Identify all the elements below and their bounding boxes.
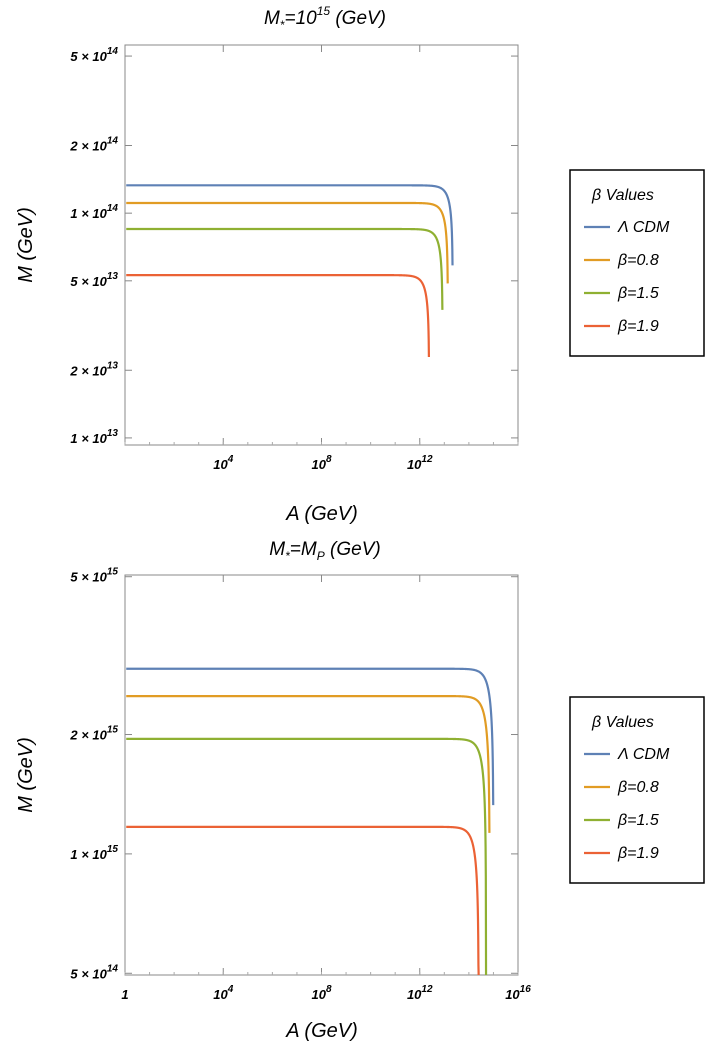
chart-top-y-tick-label: 1 × 1013 — [70, 428, 118, 446]
chart-top-y-tick-label: 2 × 1013 — [69, 360, 118, 378]
chart-top-y-tick-label: 5 × 1014 — [70, 46, 118, 64]
chart-bottom-legend: β Values Λ CDM β=0.8 β=1.5 β=1.9 — [569, 696, 705, 884]
chart-top-x-ticks: 104 108 1012 — [124, 45, 519, 472]
chart-top-series-line-1 — [126, 201, 449, 284]
chart-top-x-tick-label: 108 — [311, 454, 331, 472]
chart-top-series-line-0 — [126, 184, 454, 266]
chart-bottom-legend-entry-0: Λ CDM — [617, 746, 670, 763]
chart-bottom-plot-frame — [124, 574, 519, 976]
chart-bottom-x-tick-label: 108 — [311, 984, 331, 1002]
chart-bottom-y-axis-label: M (GeV) — [15, 737, 37, 813]
chart-bottom-x-axis-label: A (GeV) — [285, 1020, 358, 1042]
chart-bottom-legend-entry-1: β=0.8 — [617, 779, 659, 796]
chart-bottom-y-tick-label: 1 × 1015 — [70, 844, 118, 862]
chart-top-legend-entry-0: Λ CDM — [617, 219, 670, 236]
chart-top-legend-entry-3: β=1.9 — [617, 318, 659, 335]
chart-top-legend-entry-2: β=1.5 — [617, 285, 659, 302]
chart-top-plot-frame — [124, 44, 519, 446]
chart-bottom-x-ticks: 1 104 108 1012 1016 — [121, 575, 531, 1002]
chart-top-series-line-3 — [126, 274, 430, 358]
chart-bottom-x-tick-label: 1012 — [407, 984, 433, 1002]
chart-top-series-line-2 — [126, 227, 444, 310]
chart-bottom-y-tick-label: 2 × 1015 — [69, 725, 118, 743]
chart-bottom-series-line-2 — [126, 737, 488, 976]
chart-bottom-x-tick-label: 1016 — [505, 984, 531, 1002]
chart-bottom-legend-title: β Values — [591, 714, 654, 731]
chart-top-legend-entry-1: β=0.8 — [617, 252, 659, 269]
chart-bottom: M*=MP (GeV) 1 104 108 1012 1016 5 × 1014 1 × … — [15, 539, 705, 1042]
chart-bottom-legend-entry-2: β=1.5 — [617, 812, 659, 829]
chart-top-x-tick-label: 104 — [213, 454, 233, 472]
chart-bottom-series-line-1 — [126, 694, 491, 833]
chart-bottom-series-line-3 — [126, 825, 480, 976]
chart-top-x-axis-label: A (GeV) — [285, 503, 358, 525]
chart-bottom-y-ticks: 5 × 1014 1 × 1015 2 × 1015 5 × 1015 — [69, 567, 518, 981]
chart-top-legend-title: β Values — [591, 187, 654, 204]
chart-top: M*=1015 (GeV) 104 108 1012 1 × 1013 2 × 101… — [15, 4, 705, 525]
chart-top-y-tick-label: 2 × 1014 — [69, 136, 118, 154]
chart-bottom-legend-entry-3: β=1.9 — [617, 845, 659, 862]
chart-top-x-tick-label: 1012 — [407, 454, 433, 472]
chart-bottom-y-tick-label: 5 × 1014 — [70, 963, 118, 981]
chart-top-y-axis-label: M (GeV) — [15, 207, 37, 283]
chart-top-series — [126, 184, 454, 358]
chart-bottom-title: M*=MP (GeV) — [269, 539, 380, 563]
chart-bottom-x-tick-label: 1 — [121, 987, 128, 1002]
chart-bottom-x-tick-label: 104 — [213, 984, 233, 1002]
chart-top-y-tick-label: 5 × 1013 — [70, 271, 118, 289]
chart-top-legend: β Values Λ CDM β=0.8 β=1.5 β=1.9 — [569, 169, 705, 357]
chart-bottom-series-line-0 — [126, 667, 495, 806]
chart-top-y-ticks: 1 × 1013 2 × 1013 5 × 1013 1 × 1014 2 × 1014… — [69, 46, 518, 446]
chart-bottom-y-tick-label: 5 × 1015 — [70, 567, 118, 585]
chart-top-y-tick-label: 1 × 1014 — [70, 203, 118, 221]
chart-bottom-series — [126, 667, 495, 976]
chart-top-title: M*=1015 (GeV) — [264, 4, 386, 32]
